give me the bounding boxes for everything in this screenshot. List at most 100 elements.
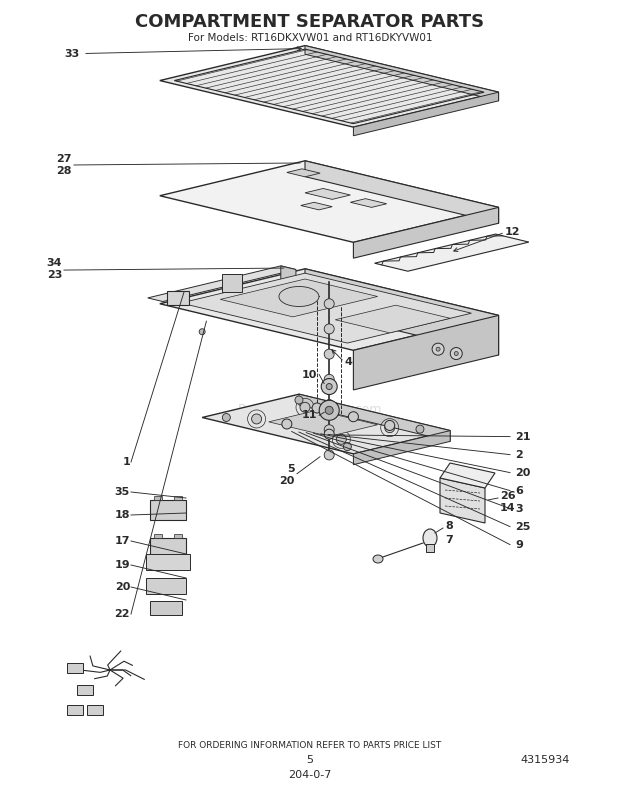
Circle shape — [223, 413, 231, 421]
Text: 14: 14 — [500, 503, 516, 513]
Polygon shape — [353, 315, 498, 390]
Circle shape — [324, 374, 334, 384]
Text: 204-0-7: 204-0-7 — [288, 770, 332, 780]
Text: 18: 18 — [115, 510, 130, 520]
Bar — [174, 496, 182, 500]
Polygon shape — [160, 46, 498, 127]
Polygon shape — [281, 266, 296, 302]
Bar — [426, 544, 434, 552]
Bar — [146, 578, 186, 594]
Polygon shape — [353, 431, 450, 465]
Polygon shape — [305, 269, 498, 355]
Text: 12: 12 — [505, 227, 521, 237]
Bar — [67, 705, 83, 715]
Circle shape — [324, 324, 334, 334]
Text: FOR ORDERING INFORMATION REFER TO PARTS PRICE LIST: FOR ORDERING INFORMATION REFER TO PARTS … — [179, 740, 441, 750]
Text: 4: 4 — [344, 357, 352, 367]
Circle shape — [326, 406, 333, 414]
Bar — [150, 601, 182, 615]
Text: 6: 6 — [515, 486, 523, 496]
Circle shape — [384, 423, 395, 432]
Circle shape — [319, 400, 339, 421]
Text: 33: 33 — [64, 49, 80, 58]
Text: 3: 3 — [515, 504, 523, 513]
Polygon shape — [305, 161, 498, 223]
Text: 35: 35 — [115, 487, 130, 497]
Text: 20: 20 — [115, 582, 130, 592]
Text: 21: 21 — [515, 432, 531, 442]
Text: 20: 20 — [280, 476, 295, 486]
Polygon shape — [287, 169, 320, 177]
Text: 27: 27 — [56, 154, 72, 164]
Polygon shape — [305, 189, 350, 200]
Polygon shape — [181, 274, 471, 343]
Text: 28: 28 — [56, 166, 72, 176]
Text: 17: 17 — [115, 536, 130, 546]
Text: 22: 22 — [115, 609, 130, 619]
Circle shape — [318, 418, 328, 428]
Polygon shape — [353, 92, 498, 136]
Polygon shape — [220, 279, 378, 317]
Circle shape — [199, 329, 205, 335]
Text: 8: 8 — [445, 521, 453, 531]
Text: 1: 1 — [122, 457, 130, 467]
Circle shape — [324, 424, 334, 435]
Circle shape — [348, 412, 358, 422]
Bar — [77, 685, 93, 695]
Ellipse shape — [373, 555, 383, 563]
Circle shape — [432, 343, 444, 355]
Text: 25: 25 — [515, 522, 530, 531]
Bar — [174, 534, 182, 538]
Bar — [150, 538, 186, 558]
Circle shape — [343, 443, 352, 450]
Text: COMPARTMENT SEPARATOR PARTS: COMPARTMENT SEPARATOR PARTS — [135, 13, 485, 31]
Polygon shape — [350, 199, 387, 208]
Polygon shape — [299, 395, 450, 442]
Circle shape — [312, 403, 322, 413]
Polygon shape — [440, 463, 495, 488]
Polygon shape — [335, 305, 450, 332]
Polygon shape — [305, 46, 498, 101]
Text: 2: 2 — [515, 450, 523, 460]
Text: 19: 19 — [114, 560, 130, 570]
Text: 9: 9 — [515, 540, 523, 549]
Text: 11: 11 — [302, 410, 317, 421]
Bar — [146, 554, 190, 570]
Text: 5: 5 — [287, 464, 295, 474]
Circle shape — [454, 351, 458, 355]
Circle shape — [384, 421, 395, 431]
Text: 23: 23 — [46, 270, 62, 280]
Polygon shape — [148, 266, 296, 302]
Circle shape — [324, 429, 334, 439]
Circle shape — [336, 435, 347, 444]
Text: 26: 26 — [500, 491, 516, 501]
Bar — [154, 496, 162, 500]
Circle shape — [324, 399, 334, 410]
Ellipse shape — [423, 529, 437, 547]
Circle shape — [252, 414, 262, 424]
FancyBboxPatch shape — [167, 291, 189, 305]
Circle shape — [300, 402, 310, 413]
Bar — [154, 534, 162, 538]
Bar — [150, 500, 186, 520]
Text: For Models: RT16DKXVW01 and RT16DKYVW01: For Models: RT16DKXVW01 and RT16DKYVW01 — [188, 33, 432, 43]
Bar — [67, 663, 83, 673]
FancyBboxPatch shape — [223, 274, 242, 292]
Bar — [87, 705, 103, 715]
Polygon shape — [353, 208, 498, 258]
Circle shape — [324, 299, 334, 309]
Polygon shape — [374, 234, 529, 271]
Circle shape — [324, 349, 334, 359]
Circle shape — [450, 347, 463, 359]
Text: 20: 20 — [515, 468, 530, 478]
Circle shape — [324, 450, 334, 460]
Polygon shape — [301, 202, 332, 210]
Circle shape — [295, 396, 303, 404]
Text: 7: 7 — [445, 535, 453, 545]
Text: 10: 10 — [302, 369, 317, 380]
Text: 34: 34 — [46, 258, 62, 268]
Ellipse shape — [279, 286, 319, 307]
Polygon shape — [202, 395, 450, 454]
Polygon shape — [160, 161, 498, 242]
Text: 5: 5 — [306, 755, 314, 765]
